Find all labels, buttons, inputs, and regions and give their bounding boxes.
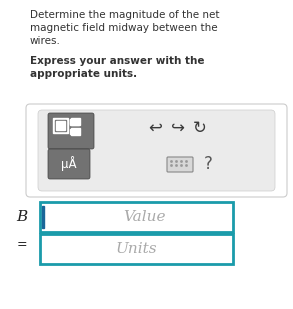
Text: =: = <box>17 239 27 252</box>
Text: Express your answer with the: Express your answer with the <box>30 56 205 66</box>
Bar <box>55 120 66 131</box>
Text: Value: Value <box>123 210 166 224</box>
Text: B: B <box>16 210 28 224</box>
FancyBboxPatch shape <box>48 149 90 179</box>
FancyBboxPatch shape <box>167 157 193 172</box>
Text: μÅ: μÅ <box>61 157 77 171</box>
Bar <box>71 128 80 135</box>
Text: magnetic field midway between the: magnetic field midway between the <box>30 23 218 33</box>
Bar <box>70 119 79 125</box>
Bar <box>70 119 78 124</box>
FancyBboxPatch shape <box>40 202 233 232</box>
Bar <box>53 118 68 133</box>
Text: wires.: wires. <box>30 36 61 46</box>
Text: appropriate units.: appropriate units. <box>30 69 137 79</box>
Text: ?: ? <box>204 155 212 173</box>
Bar <box>42 206 44 228</box>
Text: ↻: ↻ <box>193 119 207 137</box>
FancyBboxPatch shape <box>48 113 94 149</box>
Text: ↩: ↩ <box>148 119 162 137</box>
FancyBboxPatch shape <box>40 234 233 264</box>
Text: Determine the magnitude of the net: Determine the magnitude of the net <box>30 10 219 20</box>
FancyBboxPatch shape <box>26 104 287 197</box>
FancyBboxPatch shape <box>38 110 275 191</box>
Bar <box>70 129 79 134</box>
Bar <box>71 118 80 125</box>
Text: Units: Units <box>116 242 157 256</box>
Text: ↪: ↪ <box>171 119 185 137</box>
Bar <box>54 119 67 132</box>
Bar <box>56 121 65 130</box>
